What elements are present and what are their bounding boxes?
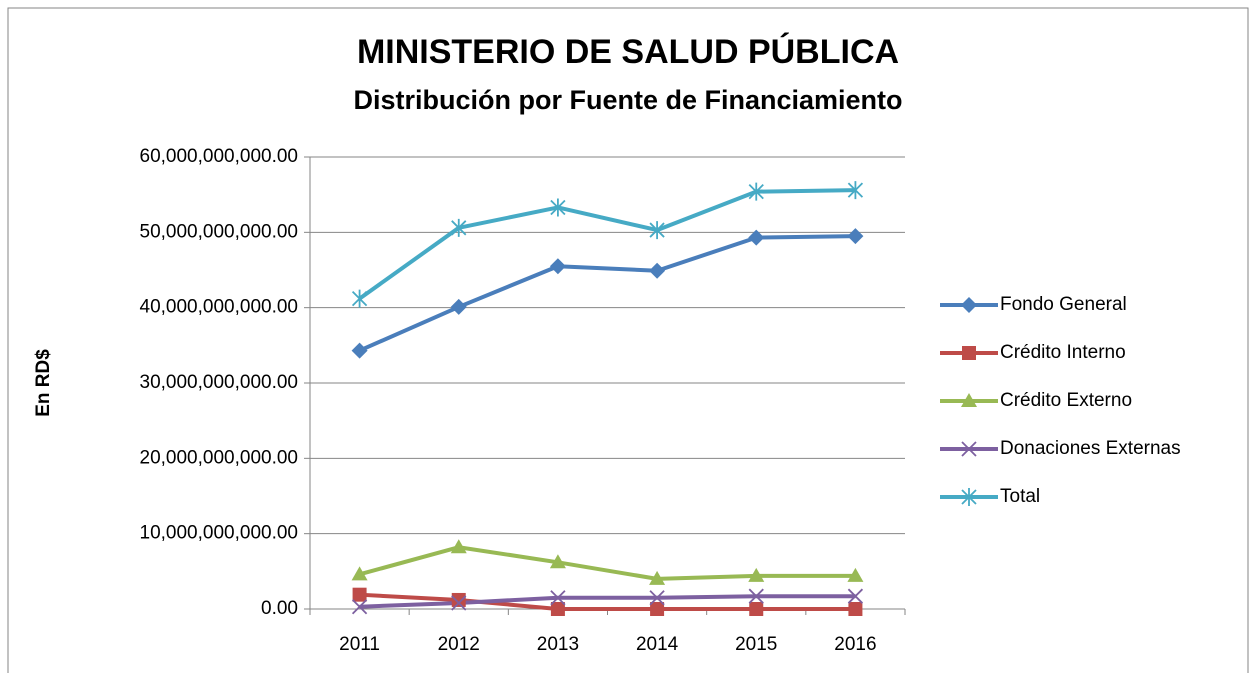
y-tick-label: 30,000,000,000.00 <box>140 372 299 393</box>
data-point <box>749 602 764 616</box>
chart-frame <box>7 7 1249 673</box>
data-point <box>451 218 467 237</box>
y-tick-label: 20,000,000,000.00 <box>140 447 299 468</box>
chart-title: MINISTERIO DE SALUD PÚBLICA <box>357 33 899 71</box>
legend-marker <box>962 346 976 360</box>
data-point <box>649 221 665 240</box>
data-point <box>549 258 566 275</box>
data-point <box>451 595 467 611</box>
legend-marker <box>961 393 977 407</box>
x-tick-label: 2013 <box>537 634 579 655</box>
data-point <box>848 602 863 616</box>
data-point <box>649 262 666 279</box>
data-point <box>450 539 467 554</box>
data-point <box>748 567 765 582</box>
legend-label: Donaciones Externas <box>1000 438 1181 459</box>
data-point <box>650 602 665 616</box>
data-point <box>352 587 367 602</box>
data-point <box>550 198 566 217</box>
y-tick-label: 40,000,000,000.00 <box>140 297 299 318</box>
data-point <box>847 181 864 200</box>
data-point <box>351 289 368 308</box>
series-line <box>359 592 856 611</box>
data-point <box>351 566 368 581</box>
legend-label: Fondo General <box>1000 294 1127 315</box>
legend-label: Total <box>1000 486 1040 507</box>
data-point <box>847 588 864 604</box>
legend-marker <box>961 488 977 506</box>
series-line <box>358 234 856 353</box>
data-point <box>450 298 467 315</box>
data-point <box>847 228 864 245</box>
y-axis-label: En RD$ <box>33 349 54 417</box>
y-tick-label: 10,000,000,000.00 <box>140 523 299 544</box>
data-point <box>847 567 864 582</box>
legend-label: Crédito Interno <box>1000 342 1126 363</box>
series-line <box>358 188 856 301</box>
legend-label: Crédito Externo <box>1000 390 1132 411</box>
legend-marker <box>961 441 977 457</box>
data-point <box>549 554 566 569</box>
series-line <box>359 545 856 581</box>
y-tick-label: 0.00 <box>261 598 298 619</box>
series-line <box>359 594 856 609</box>
x-tick-label: 2012 <box>438 634 480 655</box>
data-point <box>748 182 764 201</box>
data-point <box>550 602 565 616</box>
data-point <box>550 590 566 606</box>
y-tick-label: 60,000,000,000.00 <box>140 146 299 167</box>
x-tick-label: 2011 <box>339 634 380 655</box>
legend-marker <box>961 297 977 313</box>
data-point <box>649 570 666 585</box>
x-tick-label: 2014 <box>636 634 679 655</box>
data-point <box>351 599 368 615</box>
data-point <box>351 342 368 359</box>
data-point <box>748 229 765 246</box>
y-tick-label: 50,000,000,000.00 <box>140 221 299 242</box>
data-point <box>748 588 764 604</box>
data-point <box>649 590 665 606</box>
x-tick-label: 2015 <box>735 634 777 655</box>
chart-subtitle: Distribución por Fuente de Financiamient… <box>353 85 902 115</box>
data-point <box>451 592 466 607</box>
x-tick-label: 2016 <box>834 634 876 655</box>
